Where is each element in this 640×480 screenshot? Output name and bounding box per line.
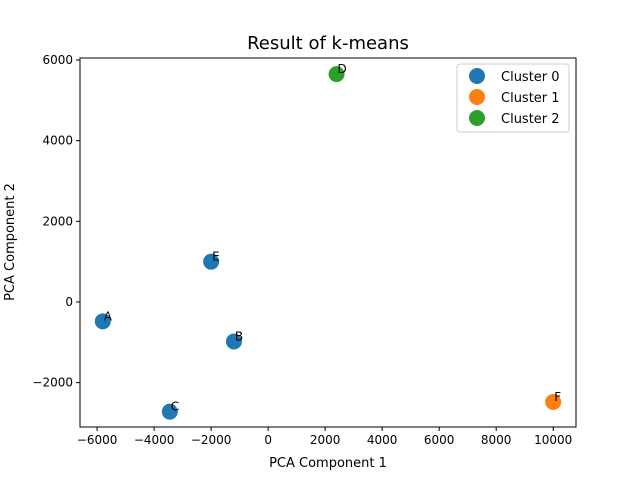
point-label-A: A [104, 309, 113, 323]
x-tick-label: −6000 [77, 433, 118, 447]
y-axis-label: PCA Component 2 [3, 183, 18, 301]
point-label-F: F [554, 390, 561, 404]
legend-frame [456, 63, 570, 133]
legend-marker-0 [469, 68, 485, 84]
x-tick-label: 0 [264, 433, 272, 447]
x-tick-label: 2000 [310, 433, 341, 447]
point-label-D: D [338, 62, 347, 76]
x-tick-label: 4000 [367, 433, 398, 447]
y-tick-label: 2000 [42, 214, 73, 228]
y-tick-label: 6000 [42, 53, 73, 67]
point-label-C: C [171, 400, 179, 414]
y-tick-label: 0 [65, 295, 73, 309]
scatter-point-D [328, 66, 345, 83]
chart-legend: Cluster 0 Cluster 1 Cluster 2 [456, 63, 570, 133]
legend-label: Cluster 1 [501, 91, 560, 106]
plot-area-frame [79, 57, 577, 428]
legend-label: Cluster 0 [501, 70, 560, 85]
scatter-points: A B C E F D [94, 62, 562, 420]
scatter-point-F [545, 393, 562, 410]
scatter-point-A [94, 313, 111, 330]
chart-title: Result of k-means [247, 33, 409, 54]
x-tick-label: 6000 [424, 433, 455, 447]
x-tick-label: −4000 [134, 433, 175, 447]
point-label-B: B [235, 330, 243, 344]
y-tick-label: −2000 [32, 376, 73, 390]
x-tick-label: 8000 [481, 433, 512, 447]
scatter-point-C [161, 403, 178, 420]
scatter-point-B [225, 333, 242, 350]
y-tick-label: 4000 [42, 134, 73, 148]
legend-marker-2 [469, 110, 485, 126]
legend-marker-1 [469, 89, 485, 105]
axis-ticks: −6000 −4000 −2000 0 2000 4000 6000 8000 10000 −20… [32, 53, 572, 447]
x-tick-label: 10000 [534, 433, 572, 447]
x-axis-label: PCA Component 1 [269, 456, 387, 471]
x-tick-label: −2000 [191, 433, 232, 447]
legend-label: Cluster 2 [501, 112, 560, 127]
point-label-E: E [212, 250, 220, 264]
scatter-point-E [203, 253, 220, 270]
